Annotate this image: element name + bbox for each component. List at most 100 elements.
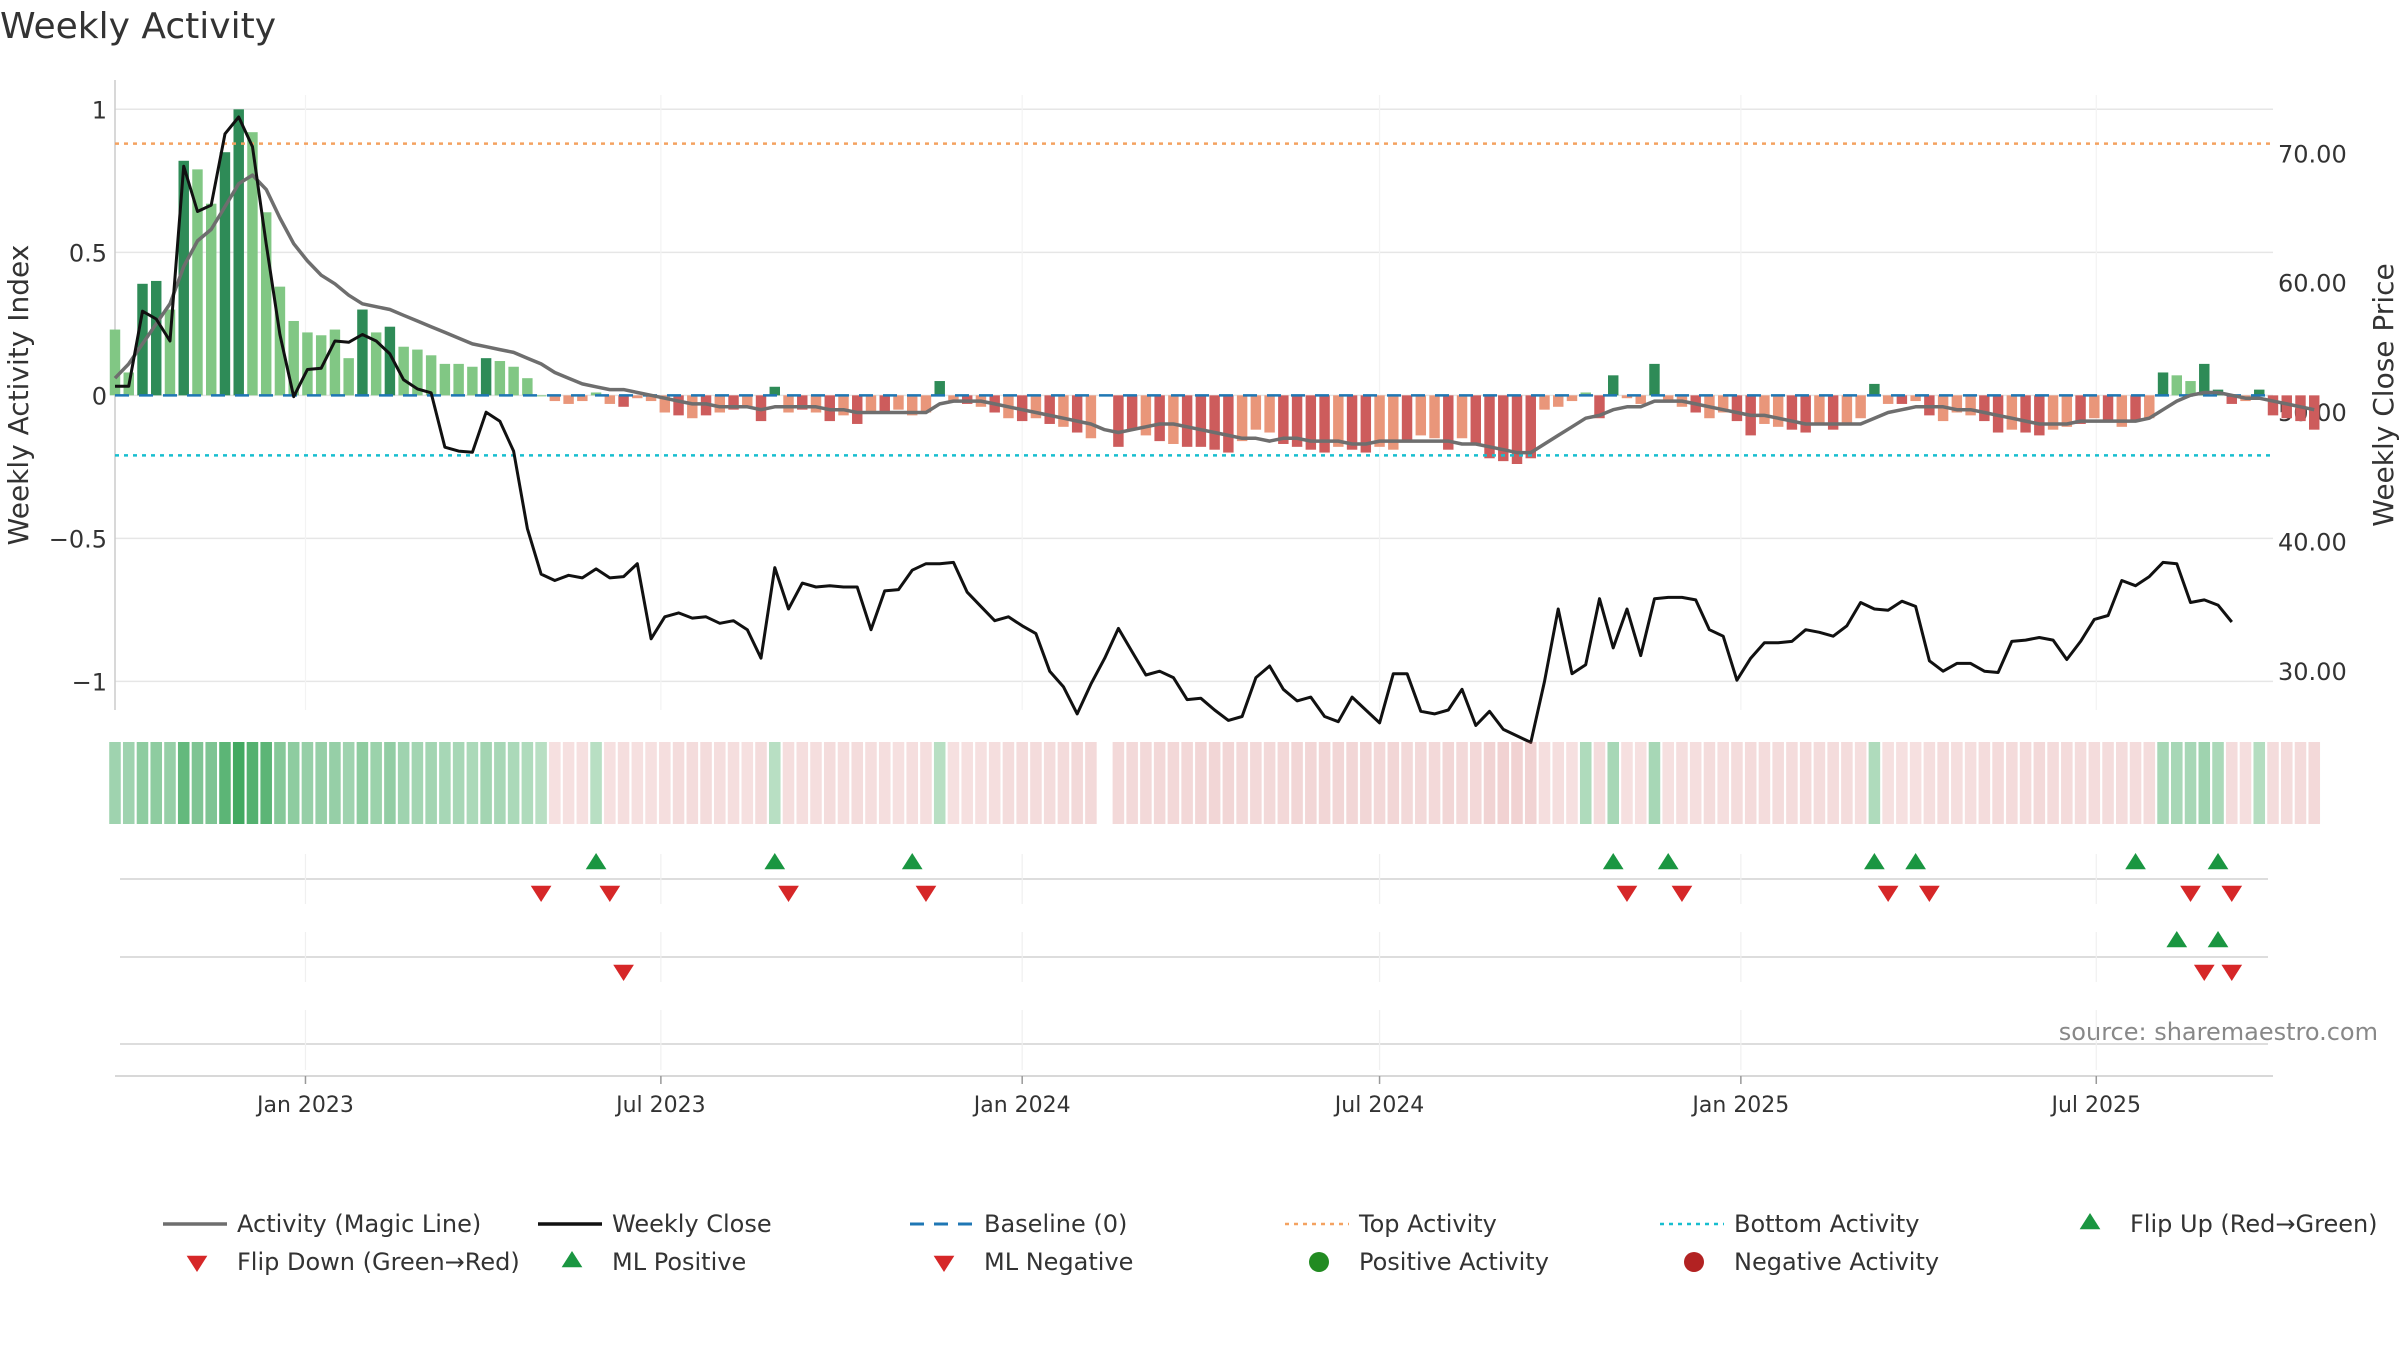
heat-strip-cell — [1758, 742, 1771, 824]
activity-bar — [480, 358, 492, 396]
activity-bar — [1415, 395, 1427, 436]
heat-strip-cell — [164, 742, 176, 824]
heat-strip-cell — [1634, 742, 1647, 824]
heat-strip-cell — [1030, 742, 1042, 824]
activity-bar — [343, 358, 354, 396]
heat-strip-cell — [1896, 742, 1908, 824]
heat-strip-cell — [219, 742, 231, 824]
activity-bar — [2116, 395, 2128, 427]
heat-strip-cell — [1854, 742, 1867, 824]
flip-up-marker — [764, 853, 786, 870]
activity-bar — [1223, 395, 1234, 453]
activity-bar — [920, 395, 932, 413]
heat-strip-cell — [1153, 742, 1166, 824]
heat-strip-cell — [452, 742, 465, 824]
heat-strip-cell — [287, 742, 300, 824]
activity-bar — [1965, 395, 1976, 416]
activity-bar — [329, 329, 341, 396]
activity-bar — [288, 320, 299, 396]
heat-strip-cell — [865, 742, 877, 824]
source-label: source: sharemaestro.com — [2059, 1018, 2378, 1046]
x-tick-label: Jan 2025 — [1690, 1093, 1789, 1118]
activity-bar — [549, 395, 561, 402]
activity-bar — [1772, 395, 1784, 427]
heat-strip-cell — [1470, 742, 1482, 824]
activity-bar — [1800, 395, 1811, 433]
activity-bar — [1333, 395, 1344, 447]
heat-strip-cell — [1978, 742, 1991, 824]
activity-bar — [1827, 395, 1839, 430]
activity-bar — [1814, 395, 1825, 424]
heat-strip-cell — [150, 742, 163, 824]
legend-label: Flip Up (Red→Green) — [2130, 1210, 2378, 1238]
heat-strip-cell — [1689, 742, 1702, 824]
heat-strip-cell — [1222, 742, 1235, 824]
activity-bar — [137, 283, 148, 396]
heat-strip-cell — [1992, 742, 2004, 824]
activity-bar — [906, 395, 918, 416]
heat-strip-cell — [1593, 742, 1606, 824]
activity-bar — [1291, 395, 1303, 447]
heat-strip-cell — [480, 742, 492, 824]
heat-strip-cell — [1208, 742, 1221, 824]
weekly-close-series — [115, 115, 2233, 744]
heat-strip-cell — [1841, 742, 1853, 824]
heat-strip-cell — [1442, 742, 1455, 824]
activity-bar — [714, 395, 726, 413]
heat-strip-cell — [507, 742, 520, 824]
activity-bar — [1388, 395, 1399, 450]
activity-bar — [453, 363, 464, 396]
x-tick-label: Jul 2024 — [1333, 1093, 1425, 1118]
heat-strip-cell — [1456, 742, 1468, 824]
flip-up-marker — [2166, 931, 2188, 948]
activity-bar — [2089, 395, 2100, 419]
flip-down-marker — [613, 964, 634, 981]
activity-bar — [2020, 395, 2031, 433]
heat-strip-cell — [810, 742, 822, 824]
heat-strip-cell — [1497, 742, 1510, 824]
heat-strip-cell — [1552, 742, 1565, 824]
activity-bar — [2281, 395, 2292, 419]
activity-bar — [838, 395, 849, 416]
x-tick-label: Jan 2023 — [255, 1093, 354, 1118]
heat-strip-cell — [1140, 742, 1152, 824]
heat-strip-cell — [2308, 742, 2321, 824]
y2-tick-label: 70.00 — [2278, 140, 2347, 168]
heat-strip-cell — [768, 742, 781, 824]
activity-bar — [1525, 395, 1536, 459]
activity-bar — [1841, 395, 1853, 424]
activity-bar — [2061, 395, 2073, 427]
heat-strip-cell — [947, 742, 960, 824]
activity-bar — [2267, 395, 2279, 416]
heat-strip-cell — [1579, 742, 1592, 824]
activity-bar — [1346, 395, 1358, 450]
heat-strip-cell — [2184, 742, 2197, 824]
heat-strip-cell — [549, 742, 561, 824]
activity-bar — [522, 378, 533, 396]
activity-bar — [1085, 395, 1097, 439]
heat-strip-cell — [1002, 742, 1015, 824]
heat-strip-cell — [535, 742, 547, 824]
activity-bar — [687, 395, 698, 419]
activity-bar — [1566, 395, 1578, 402]
activity-bar — [659, 395, 671, 413]
heat-strip-cell — [878, 742, 891, 824]
heat-strip-cell — [631, 742, 644, 824]
flip-down-marker — [599, 885, 621, 902]
heat-strip-cell — [1676, 742, 1688, 824]
heat-strip-cell — [1043, 742, 1056, 824]
heat-strip-cell — [2171, 742, 2183, 824]
heat-strip-cell — [1648, 742, 1661, 824]
heat-strip-cell — [370, 742, 382, 824]
activity-bar — [645, 395, 657, 402]
activity-bar — [1429, 395, 1440, 439]
activity-bar — [1635, 395, 1646, 404]
heat-strip-cell — [659, 742, 671, 824]
heat-strip-cell — [851, 742, 864, 824]
activity-bar — [2254, 389, 2265, 396]
activity-bar — [357, 309, 368, 396]
y-tick-label: −1 — [72, 668, 107, 696]
heat-strip-cell — [1703, 742, 1716, 824]
heat-strip-cell — [961, 742, 973, 824]
activity-bar — [439, 363, 451, 396]
